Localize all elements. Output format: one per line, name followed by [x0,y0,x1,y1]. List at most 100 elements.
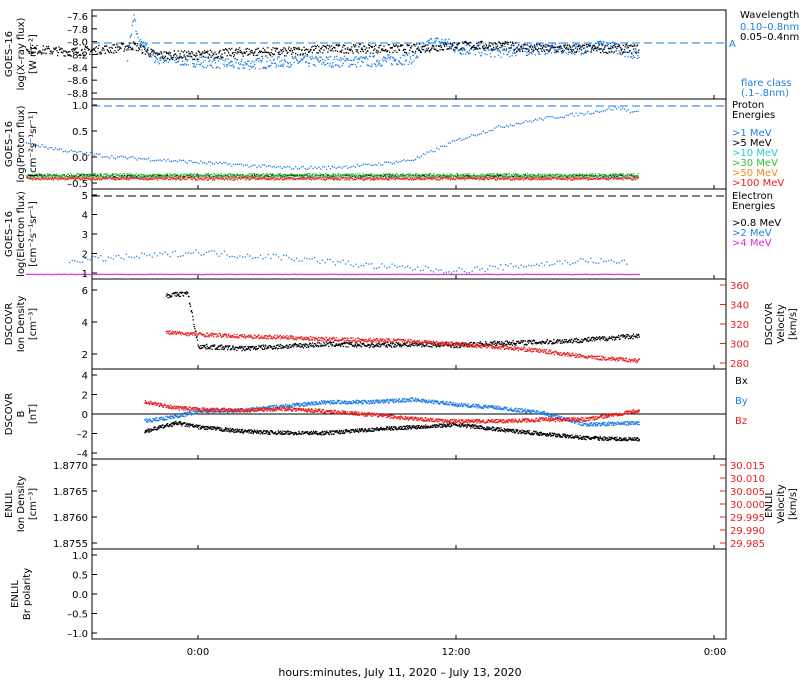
xray-series-0-point [343,63,344,64]
xray-series-1-point [536,49,537,50]
xray-series-1-point [356,51,357,52]
xray-series-1-point [607,53,608,54]
xray-series-0-point [591,50,592,51]
proton-series-3-point [256,175,257,176]
electron-series-1-point [206,252,207,253]
proton-series-3-point [446,174,447,175]
xray-series-1-point [449,46,450,47]
xray-series-1-point [605,45,606,46]
xray-series-1-point [288,48,289,49]
proton-series-3-point [472,175,473,176]
proton-series-3-point [630,174,631,175]
proton-series-4-point [424,177,425,178]
xray-series-1-point [616,48,617,49]
xray-series-1-point [583,47,584,48]
xray-series-0-point [399,61,400,62]
proton-series-5-point [543,179,544,180]
proton-series-0-point [369,163,370,164]
xray-series-1-point [108,51,109,52]
proton-series-5-point [325,179,326,180]
xray-series-1-point [258,48,259,49]
xray-series-1-point [102,49,103,50]
xray-series-1-point [132,49,133,50]
proton-series-0-point [88,155,89,156]
xray-series-1-point [172,57,173,58]
proton-series-3-point [255,174,256,175]
xray-series-1-point [42,52,43,53]
electron-series-1-point [152,257,153,258]
proton-series-0-point [268,165,269,166]
xray-series-1-point [265,55,266,56]
xray-series-1-point [373,50,374,51]
proton-series-5-point [214,179,215,180]
proton-series-5-point [446,177,447,178]
proton-series-0-point [43,146,44,147]
proton-series-0-point [334,167,335,168]
xray-series-0-point [379,60,380,61]
xray-series-0-point [279,56,280,57]
xray-series-0-point [526,52,527,53]
proton-series-3-point [221,173,222,174]
xray-series-0-point [229,65,230,66]
proton-series-3-point [102,176,103,177]
xray-series-0-point [308,63,309,64]
proton-series-0-point [380,165,381,166]
xray-series-1-point [531,49,532,50]
xray-series-0-point [332,62,333,63]
proton-series-3-point [494,173,495,174]
proton-series-0-point [398,162,399,163]
xray-series-1-point [538,48,539,49]
xray-series-1-point [488,46,489,47]
proton-series-3-point [430,173,431,174]
xray-series-0-point [311,58,312,59]
proton-series-3-point [367,175,368,176]
xray-series-0-point [357,59,358,60]
xray-series-0-point [203,67,204,68]
proton-series-0-point [578,115,579,116]
proton-series-3-point [393,173,394,174]
proton-series-0-point [355,167,356,168]
proton-series-3-point [137,175,138,176]
xray-series-0-point [330,63,331,64]
proton-series-0-point [589,113,590,114]
proton-series-0-point [117,156,118,157]
xray-series-1-point [435,49,436,50]
proton-series-0-point [440,146,441,147]
proton-series-3-point [514,175,515,176]
xray-series-0-point [635,49,636,50]
xray-series-1-point [358,46,359,47]
xray-series-1-point [595,46,596,47]
xray-series-0-point [206,57,207,58]
xray-series-0-point [539,52,540,53]
xray-series-0-point [324,60,325,61]
proton-series-0-point [512,125,513,126]
electron-series-1-point [82,262,83,263]
proton-series-0-point [191,160,192,161]
xray-series-1-point [530,46,531,47]
xray-series-1-point [599,48,600,49]
proton-series-0-point [179,159,180,160]
xray-series-0-point [389,57,390,58]
proton-series-4-point [529,177,530,178]
proton-series-3-point [306,175,307,176]
xray-series-1-point [367,50,368,51]
proton-series-4-point [211,176,212,177]
xray-series-0-point [573,52,574,53]
xray-series-1-point [628,47,629,48]
proton-series-5-point [630,178,631,179]
proton-series-0-point [341,168,342,169]
xray-series-1-point [365,52,366,53]
xray-series-0-point [248,61,249,62]
xray-series-0-point [336,56,337,57]
xray-series-1-point [132,48,133,49]
xray-series-1-point [255,49,256,50]
proton-series-5-point [161,177,162,178]
xray-series-1-point [542,47,543,48]
xray-series-1-point [479,48,480,49]
xray-series-0-point [395,59,396,60]
proton-series-5-point [197,179,198,180]
electron-series-1-point [118,255,119,256]
proton-series-3-point [492,175,493,176]
proton-series-5-point [346,179,347,180]
proton-series-3-point [177,174,178,175]
